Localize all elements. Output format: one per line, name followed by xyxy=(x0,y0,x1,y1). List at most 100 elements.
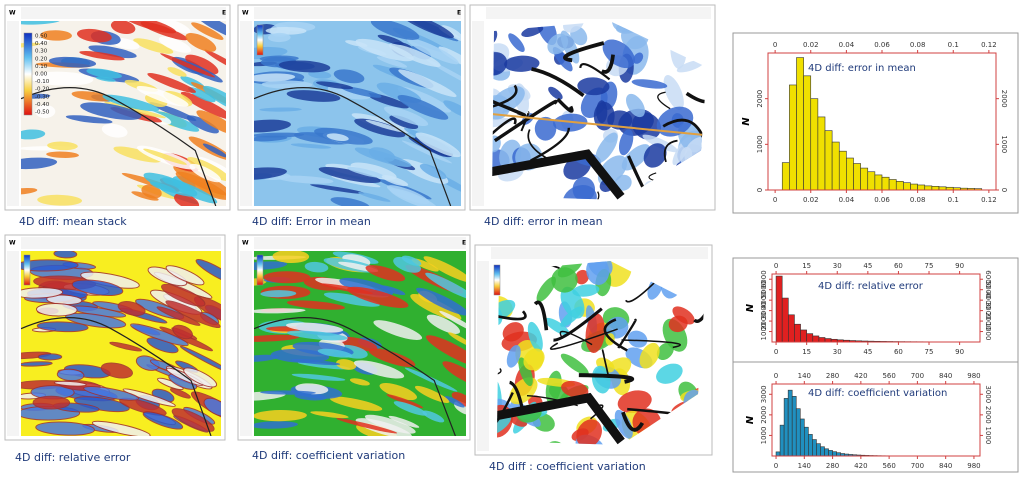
bar xyxy=(797,58,804,190)
x-tick-label: 75 xyxy=(925,262,934,270)
x-tick-label: 0.08 xyxy=(910,41,926,49)
axis-strip xyxy=(7,251,19,436)
x-tick-label: 45 xyxy=(863,348,872,356)
bar xyxy=(818,117,825,190)
x-tick-label: 90 xyxy=(955,262,964,270)
bar xyxy=(825,339,831,342)
colorbar-label: -0.30 xyxy=(35,94,50,100)
x-tick-label: 15 xyxy=(802,262,811,270)
x-tick-label: 840 xyxy=(939,462,952,470)
bar xyxy=(903,183,910,190)
x-tick-label: 0 xyxy=(774,462,778,470)
bar xyxy=(875,175,882,190)
x-tick-label: 560 xyxy=(882,462,895,470)
amplitude-blob xyxy=(33,396,70,409)
bar xyxy=(807,334,813,342)
x-tick-label: 0.02 xyxy=(803,196,819,204)
bar xyxy=(784,398,788,456)
x-tick-label: 0.1 xyxy=(948,41,959,49)
y-tick-label: 2000 xyxy=(756,90,764,108)
bar xyxy=(820,447,824,456)
bar xyxy=(882,177,889,190)
colorbar xyxy=(494,265,500,295)
compass-label: W xyxy=(9,240,16,247)
x-tick-label: 0.06 xyxy=(874,41,890,49)
x-tick-label: 45 xyxy=(863,262,872,270)
bar xyxy=(789,85,796,190)
axis-strip xyxy=(254,237,466,249)
y-axis-label: N xyxy=(745,415,756,424)
colorbar-label: 0.10 xyxy=(35,64,48,70)
y-tick-label: 2000 xyxy=(1000,90,1008,108)
colorbar-label: 0.20 xyxy=(35,56,48,62)
axis-strip xyxy=(477,261,489,451)
y-tick-label: 3000 xyxy=(984,385,992,403)
x-tick-label: 560 xyxy=(882,372,895,380)
bar xyxy=(792,396,796,456)
axis-strip xyxy=(21,7,226,19)
bar xyxy=(813,336,819,342)
axis-strip xyxy=(486,7,711,19)
x-tick-label: 840 xyxy=(939,372,952,380)
y-tick-label: 0 xyxy=(756,188,764,192)
axis-strip xyxy=(21,237,221,249)
x-tick-label: 0 xyxy=(773,196,777,204)
bar xyxy=(889,179,896,190)
axis-strip xyxy=(254,7,461,19)
x-tick-label: 0.12 xyxy=(981,41,997,49)
compass-label: E xyxy=(457,10,461,17)
x-tick-label: 0.08 xyxy=(910,196,926,204)
x-tick-label: 0.04 xyxy=(839,41,855,49)
bar xyxy=(788,390,792,456)
compass-label: W xyxy=(9,10,16,17)
x-tick-label: 60 xyxy=(894,348,903,356)
x-tick-label: 15 xyxy=(802,348,811,356)
x-tick-label: 700 xyxy=(911,462,924,470)
colorbar-label: -0.10 xyxy=(35,79,50,85)
y-tick-label: 1000 xyxy=(756,135,764,153)
bar xyxy=(925,186,932,190)
x-tick-label: 0 xyxy=(774,348,778,356)
colorbar-label: 0.30 xyxy=(35,49,48,55)
colorbar xyxy=(24,33,32,115)
bar xyxy=(794,324,800,342)
x-tick-label: 420 xyxy=(854,372,867,380)
colorbar xyxy=(257,25,263,55)
bar xyxy=(804,427,808,456)
x-tick-label: 30 xyxy=(833,262,842,270)
bar xyxy=(861,168,868,190)
compass-label: W xyxy=(242,10,249,17)
bar xyxy=(868,172,875,190)
seismic-image xyxy=(232,249,487,444)
compass-label: W xyxy=(242,240,249,247)
bar xyxy=(819,338,825,342)
axis-strip xyxy=(7,21,19,206)
axis-strip xyxy=(240,21,252,206)
panel-caption: 4D diff: relative error xyxy=(15,451,131,464)
y-tick-label: 6000 xyxy=(984,270,992,288)
compass-label: E xyxy=(222,10,226,17)
bar xyxy=(780,425,784,456)
y-axis-label: N xyxy=(741,117,752,126)
colorbar-label: 0.40 xyxy=(35,41,48,47)
bar xyxy=(846,158,853,190)
x-tick-label: 420 xyxy=(854,462,867,470)
bar xyxy=(829,450,833,456)
y-tick-label: 1000 xyxy=(760,427,768,445)
x-tick-label: 980 xyxy=(967,372,980,380)
axis-strip xyxy=(240,251,252,436)
bar xyxy=(833,452,837,456)
amplitude-blob xyxy=(38,354,62,360)
seismic-image xyxy=(5,249,246,439)
x-tick-label: 75 xyxy=(925,348,934,356)
bar xyxy=(782,163,789,190)
bar xyxy=(801,330,807,342)
x-tick-label: 0 xyxy=(774,262,778,270)
x-tick-label: 90 xyxy=(955,348,964,356)
x-tick-label: 30 xyxy=(833,348,842,356)
colorbar xyxy=(24,255,30,285)
panel-caption: 4D diff : coefficient variation xyxy=(489,460,646,473)
x-tick-label: 60 xyxy=(894,262,903,270)
bar xyxy=(825,449,829,456)
